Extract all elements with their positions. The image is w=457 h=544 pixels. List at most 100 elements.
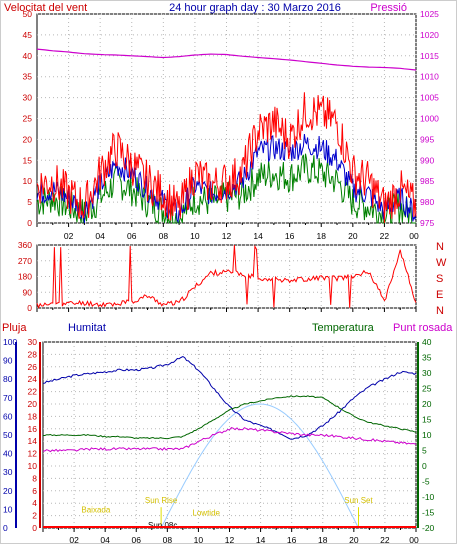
rain-y-tick-label: 4 xyxy=(32,498,37,508)
rain-y-tick-label: 0 xyxy=(32,523,37,533)
pressure-series xyxy=(36,48,417,71)
temperature-series xyxy=(43,395,417,440)
temp-y-tick-label: -20 xyxy=(422,523,435,533)
x-tick-label: 20 xyxy=(348,231,358,241)
x-tick-label: 08 xyxy=(159,231,169,241)
x-tick-label: 08 xyxy=(163,535,173,544)
rain-y-tick-label: 8 xyxy=(32,473,37,483)
humidity-y-tick-label: 10 xyxy=(3,504,13,514)
pressure-y-tick-label: 985 xyxy=(420,176,434,186)
temp-y-tick-label: 35 xyxy=(422,353,432,363)
direction-y-tick-label: 360 xyxy=(18,240,32,250)
event-label: Lowtide xyxy=(192,509,220,518)
event-label: Baixada xyxy=(81,506,110,515)
temp-y-tick-label: 0 xyxy=(422,461,427,471)
temp-y-tick-label: -5 xyxy=(422,477,430,487)
dewpoint-label: Punt rosada xyxy=(393,322,453,334)
direction-y-tick-label: 180 xyxy=(18,272,32,282)
temp-humidity-chart: 0246810121416182022242628300102030405060… xyxy=(3,337,435,544)
wind-y-tick-label: 30 xyxy=(23,93,33,103)
pressure-y-tick-label: 980 xyxy=(420,197,434,207)
direction-y-tick-label: 0 xyxy=(27,303,32,313)
pressure-ylabel: Pressió xyxy=(370,2,407,14)
compass-label: N xyxy=(436,305,444,317)
chart-title: 24 hour graph day : 30 Marzo 2016 xyxy=(169,2,341,14)
humidity-y-tick-label: 70 xyxy=(3,393,13,403)
x-tick-label: 04 xyxy=(95,231,105,241)
humidity-label: Humitat xyxy=(68,322,106,334)
wind-y-tick-label: 45 xyxy=(23,30,33,40)
pressure-y-tick-label: 995 xyxy=(420,134,434,144)
dewpoint-series xyxy=(42,427,417,453)
humidity-y-tick-label: 20 xyxy=(3,486,13,496)
x-tick-label: 06 xyxy=(132,535,142,544)
direction-y-tick-label: 90 xyxy=(23,287,33,297)
x-tick-label: 18 xyxy=(318,535,328,544)
direction-y-tick-label: 270 xyxy=(18,256,32,266)
humidity-y-tick-label: 40 xyxy=(3,449,13,459)
compass-label: W xyxy=(436,257,447,269)
wind-y-tick-label: 0 xyxy=(27,218,32,228)
humidity-y-tick-label: 50 xyxy=(3,430,13,440)
rain-y-tick-label: 18 xyxy=(28,411,38,421)
temperature-label: Temperatura xyxy=(312,322,375,334)
rain-y-tick-label: 24 xyxy=(28,374,38,384)
humidity-y-tick-label: 60 xyxy=(3,411,13,421)
rain-y-tick-label: 6 xyxy=(32,486,37,496)
wind-y-tick-label: 50 xyxy=(23,9,33,19)
compass-label: N xyxy=(436,241,444,253)
wind-y-tick-label: 25 xyxy=(23,114,33,124)
rain-y-tick-label: 28 xyxy=(28,349,38,359)
temp-y-tick-label: 20 xyxy=(422,399,432,409)
temp-y-tick-label: 10 xyxy=(422,430,432,440)
x-tick-label: 20 xyxy=(349,535,359,544)
x-tick-label: 14 xyxy=(253,231,263,241)
compass-label: E xyxy=(436,289,443,301)
temp-y-tick-label: -10 xyxy=(422,492,435,502)
x-tick-label: 18 xyxy=(317,231,327,241)
humidity-y-tick-label: 0 xyxy=(3,523,8,533)
x-tick-label: 12 xyxy=(222,231,232,241)
rain-y-tick-label: 14 xyxy=(28,436,38,446)
humidity-y-tick-label: 100 xyxy=(3,337,17,347)
x-tick-label: 22 xyxy=(380,231,390,241)
wind-ylabel: Velocitat del vent xyxy=(4,2,87,14)
solar-curve xyxy=(160,403,359,529)
x-tick-label: 00 xyxy=(409,535,419,544)
rain-y-tick-label: 30 xyxy=(28,337,38,347)
x-tick-label: 14 xyxy=(256,535,266,544)
rain-y-tick-label: 16 xyxy=(28,424,38,434)
temp-y-tick-label: 15 xyxy=(422,415,432,425)
x-tick-label: 02 xyxy=(69,535,79,544)
pressure-y-tick-label: 1010 xyxy=(420,72,439,82)
wind-series-gust xyxy=(36,92,417,224)
x-tick-label: 10 xyxy=(194,535,204,544)
humidity-series xyxy=(42,356,417,440)
temp-y-tick-label: 30 xyxy=(422,368,432,378)
x-tick-label: 16 xyxy=(285,231,295,241)
wind-y-tick-label: 15 xyxy=(23,155,33,165)
wind-y-tick-label: 10 xyxy=(23,176,33,186)
x-tick-label: 00 xyxy=(409,231,419,241)
wind-direction-series xyxy=(36,244,417,309)
x-tick-label: 16 xyxy=(287,535,297,544)
rain-y-tick-label: 2 xyxy=(32,511,37,521)
wind-y-tick-label: 20 xyxy=(23,134,33,144)
x-tick-label: 10 xyxy=(190,231,200,241)
rain-y-tick-label: 20 xyxy=(28,399,38,409)
event-label: Sun Set xyxy=(344,496,373,505)
pressure-y-tick-label: 990 xyxy=(420,155,434,165)
x-tick-label: 06 xyxy=(127,231,137,241)
pressure-y-tick-label: 1000 xyxy=(420,114,439,124)
wind-y-tick-label: 5 xyxy=(27,197,32,207)
rain-y-tick-label: 10 xyxy=(28,461,38,471)
rain-y-tick-label: 22 xyxy=(28,387,38,397)
humidity-y-tick-label: 30 xyxy=(3,467,13,477)
wind-y-tick-label: 35 xyxy=(23,72,33,82)
temp-y-tick-label: 5 xyxy=(422,446,427,456)
event-label: Sun 08c xyxy=(148,521,177,530)
rain-label: Pluja xyxy=(2,322,27,334)
temp-y-tick-label: 40 xyxy=(422,337,432,347)
